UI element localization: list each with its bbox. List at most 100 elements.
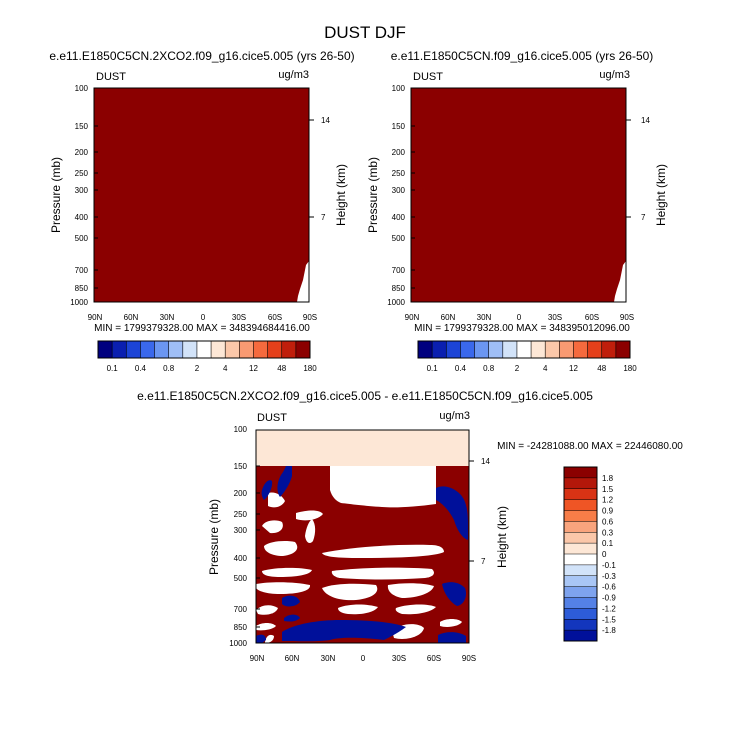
- y2-tick-label: 14: [321, 116, 330, 125]
- diff-negative-patch: [282, 620, 406, 642]
- colorbar-label: 1.2: [602, 496, 614, 505]
- y-tick-label: 1000: [387, 298, 405, 307]
- y-tick-label: 150: [234, 462, 248, 471]
- y-tick-label: 700: [75, 266, 89, 275]
- y-tick-label: 200: [75, 148, 89, 157]
- panel-2-frame: [410, 87, 627, 303]
- diff-upper-zero: [256, 430, 469, 466]
- panel-diff-frame: [255, 429, 470, 644]
- diff-negative-patch: [438, 632, 466, 643]
- colorbar-label: 0.8: [163, 364, 175, 373]
- y-tick-marks: [256, 465, 260, 628]
- colorbar-swatch: [474, 341, 489, 358]
- y-tick-marks: [411, 125, 415, 303]
- x-tick-label: 60S: [427, 654, 441, 663]
- panel-1-ylabel: Pressure (mb): [49, 157, 63, 233]
- colorbar-label: 0.6: [602, 517, 614, 526]
- colorbar-swatch: [564, 554, 597, 566]
- panel-1-units: ug/m3: [278, 69, 309, 81]
- panel-diff: e.e11.E1850C5CN.2XCO2.f09_g16.cice5.005 …: [137, 389, 683, 663]
- y2-tick-marks: [626, 119, 631, 218]
- colorbar-label: 0.1: [427, 364, 439, 373]
- colorbar-swatch: [601, 341, 617, 358]
- panel-2-stats: MIN = 1799379328.00 MAX = 348395012096.0…: [414, 323, 630, 334]
- y-tick-label: 150: [75, 122, 89, 131]
- panel-2-gap: [614, 261, 626, 302]
- panel-1-yticks: 100 150 200 250 300 400 500 700 850 1000: [70, 84, 98, 307]
- colorbar-swatch: [564, 521, 597, 533]
- x-tick-label: 30S: [232, 313, 246, 322]
- panel-1: e.e11.E1850C5CN.2XCO2.f09_g16.cice5.005 …: [49, 49, 355, 373]
- colorbar-swatch: [502, 341, 518, 358]
- diff-white-patch: [331, 567, 434, 580]
- y-tick-label: 1000: [229, 639, 247, 648]
- colorbar-label: 4: [223, 364, 228, 373]
- colorbar-swatch: [267, 341, 283, 358]
- diff-negative-patch: [436, 486, 468, 540]
- x-tick-label: 60S: [585, 313, 599, 322]
- y-tick-label: 400: [392, 213, 406, 222]
- colorbar-swatch: [225, 341, 240, 358]
- colorbar-swatch: [239, 341, 254, 358]
- y-tick-label: 100: [234, 425, 248, 434]
- colorbar-swatch: [182, 341, 198, 358]
- colorbar-frame: [97, 340, 311, 359]
- colorbar-swatch: [564, 532, 597, 544]
- diff-white-patch: [322, 583, 378, 601]
- panel-2-units: ug/m3: [599, 69, 630, 81]
- panel-2-colorbar: 0.1 0.4 0.8 2 4 12 48 180: [417, 340, 637, 373]
- colorbar-swatch: [281, 341, 297, 358]
- panel-diff-title: e.e11.E1850C5CN.2XCO2.f09_g16.cice5.005 …: [137, 389, 593, 403]
- colorbar-label: 1.5: [602, 485, 614, 494]
- panel-diff-y2ticks: 14 7: [469, 457, 490, 566]
- y-tick-label: 250: [392, 169, 406, 178]
- colorbar-swatch: [126, 341, 141, 358]
- colorbar-swatch: [98, 341, 113, 358]
- diff-white-patch: [395, 604, 436, 615]
- panel-1-stats: MIN = 1799379328.00 MAX = 348394684416.0…: [94, 323, 310, 334]
- diff-white-patch: [387, 583, 434, 598]
- y-tick-label: 850: [392, 284, 406, 293]
- colorbar-label: -1.5: [602, 615, 616, 624]
- colorbar-label: 2: [195, 364, 200, 373]
- panel-1-variable: DUST: [96, 71, 126, 83]
- x-tick-label: 90N: [405, 313, 420, 322]
- colorbar-label: 48: [597, 364, 606, 373]
- y-tick-marks: [94, 125, 98, 303]
- panel-1-y2ticks: 14 7: [309, 116, 330, 222]
- colorbar-label: 0: [602, 550, 607, 559]
- colorbar-label: -0.9: [602, 594, 616, 603]
- diff-white-patch: [338, 604, 378, 615]
- diff-white-patch: [305, 519, 316, 544]
- x-tick-label: 30N: [160, 313, 175, 322]
- colorbar-swatch: [545, 341, 560, 358]
- x-tick-label: 30N: [477, 313, 492, 322]
- panel-2-title: e.e11.E1850C5CN.f09_g16.cice5.005 (yrs 2…: [391, 49, 654, 63]
- colorbar-swatch: [564, 608, 597, 620]
- x-tick-label: 30S: [392, 654, 406, 663]
- x-tick-label: 60S: [268, 313, 282, 322]
- colorbar-label: 0.1: [107, 364, 119, 373]
- panel-2-field: [411, 88, 626, 302]
- diff-white-patch: [265, 634, 274, 643]
- panel-diff-stats: MIN = -24281088.00 MAX = 22446080.00: [497, 441, 683, 452]
- panel-2: e.e11.E1850C5CN.f09_g16.cice5.005 (yrs 2…: [366, 49, 668, 373]
- colorbar-label: -0.3: [602, 572, 616, 581]
- panel-diff-ylabel: Pressure (mb): [207, 499, 221, 575]
- panel-1-gap: [297, 261, 309, 302]
- panel-1-y2label: Height (km): [334, 164, 348, 226]
- y2-tick-label: 14: [641, 116, 650, 125]
- diff-white-patch: [256, 582, 311, 594]
- colorbar-swatch: [587, 341, 603, 358]
- x-tick-label: 90S: [462, 654, 476, 663]
- colorbar-swatch: [168, 341, 184, 358]
- panel-2-y2label: Height (km): [654, 164, 668, 226]
- panel-diff-colorbar: 1.81.51.20.90.60.30.10-0.1-0.3-0.6-0.9-1…: [563, 466, 616, 642]
- panel-diff-yticks: 100 150 200 250 300 400 500 700 850 1000: [229, 425, 260, 648]
- x-tick-label: 0: [201, 313, 206, 322]
- colorbar-label: 0.4: [455, 364, 467, 373]
- main-title: DUST DJF: [324, 23, 406, 42]
- diff-white-patch: [256, 605, 278, 615]
- y-tick-label: 200: [392, 148, 406, 157]
- colorbar-label: -0.1: [602, 561, 616, 570]
